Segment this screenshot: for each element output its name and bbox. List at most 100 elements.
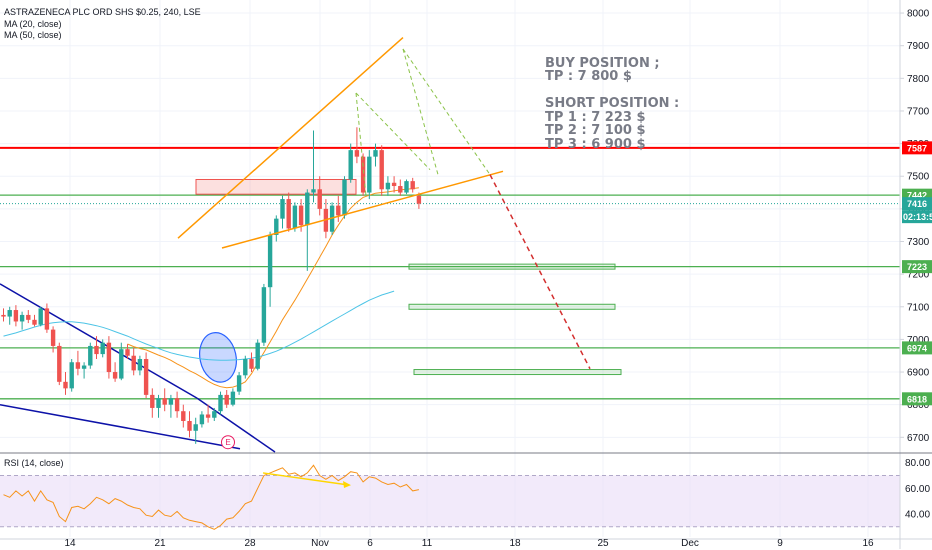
downtrend-line-lower [0, 403, 241, 450]
candle-body [81, 365, 87, 369]
time-tick-label: 16 [862, 538, 874, 549]
candles[interactable] [1, 127, 422, 444]
candle-body [13, 310, 19, 322]
candle-body [100, 342, 105, 355]
candle-body [32, 319, 37, 325]
ma50-line [3, 290, 395, 361]
price-tick-label: 7300 [907, 237, 930, 248]
candle-body [44, 308, 50, 330]
candle-body [410, 181, 415, 190]
projection-dashed-green [402, 48, 491, 175]
candle-body [261, 287, 267, 343]
candle-body [131, 355, 136, 371]
ma20-legend: MA (20, close) [4, 19, 62, 29]
candle-body [224, 394, 229, 405]
countdown-tag-label: 02:13:5 [903, 212, 932, 222]
target-zone [413, 369, 622, 376]
candle-body [57, 345, 62, 382]
symbol-title: ASTRAZENECA PLC ORD SHS $0.25, 240, LSE [4, 7, 201, 17]
level-tag [902, 141, 932, 155]
candle-body [292, 205, 298, 229]
candle-body [280, 199, 285, 219]
moving-averages [3, 187, 419, 389]
horizontal-levels[interactable] [0, 146, 900, 400]
candle-body [156, 398, 161, 408]
wedge-upper-line [177, 36, 404, 239]
candle-body [88, 345, 93, 366]
wedge-lower-line [221, 170, 504, 249]
drawings-front[interactable]: E [177, 36, 591, 450]
downtrend-line-upper [0, 283, 198, 399]
time-tick-label: 18 [509, 538, 521, 549]
level-tag-label: 6818 [907, 394, 927, 404]
level-tag [902, 341, 932, 355]
candle-body [162, 398, 167, 405]
rsi-band [0, 475, 900, 527]
candle-body [398, 186, 403, 193]
time-tick-label: 11 [422, 538, 433, 549]
candle-body [404, 181, 409, 193]
candle-body [75, 362, 81, 369]
buy-tp: TP : 7 800 $ [545, 69, 632, 84]
rsi-pane [0, 464, 900, 530]
time-tick-label: Dec [681, 538, 699, 549]
time-tick-label: 14 [64, 538, 76, 549]
candle-body [106, 342, 112, 373]
candle-body [112, 372, 118, 379]
candle-body [243, 358, 248, 376]
price-tick-label: 7100 [907, 302, 930, 313]
candle-body [137, 358, 143, 371]
candle-body [193, 424, 198, 431]
candle-body [267, 234, 273, 288]
price-tick-label: 8000 [907, 9, 930, 20]
candle-body [205, 414, 211, 418]
candle-body [311, 189, 316, 193]
candle-body [212, 411, 217, 418]
candle-body [391, 182, 397, 187]
rsi-divergence-arrow [262, 472, 346, 486]
level-tag-label: 7442 [907, 191, 927, 201]
candle-body [249, 358, 254, 369]
price-tick-label: 7800 [907, 74, 930, 85]
candle-body [379, 150, 384, 190]
level-tag-label: 7587 [907, 143, 927, 153]
price-tick-label: 7700 [907, 106, 930, 117]
candle-body [360, 156, 366, 193]
rsi-tick-label: 40.00 [905, 509, 930, 520]
candle-body [354, 150, 360, 157]
price-tick-label: 6700 [907, 433, 930, 444]
ma50-legend: MA (50, close) [4, 30, 62, 40]
candle-body [274, 218, 279, 235]
candle-body [174, 398, 180, 412]
candle-body [373, 150, 378, 157]
candle-body [69, 362, 74, 389]
candle-body [317, 189, 322, 209]
short-tp2: TP 2 : 7 100 $ [545, 123, 646, 138]
candle-body [168, 398, 174, 405]
time-tick-label: Nov [311, 538, 329, 549]
level-tag-label: 6974 [907, 343, 927, 353]
candle-body [236, 375, 242, 392]
drawings[interactable] [0, 178, 622, 453]
candle-body [50, 329, 56, 346]
target-zone [408, 263, 616, 270]
earnings-marker-label: E [225, 438, 230, 447]
candle-body [348, 150, 353, 180]
candle-body [199, 414, 205, 425]
candle-body [150, 394, 155, 408]
projection-dashed-green [402, 48, 439, 175]
time-tick-label: 6 [367, 538, 373, 549]
rsi-tick-label: 80.00 [905, 458, 930, 469]
supply-zone [195, 178, 357, 195]
candle-body [187, 420, 192, 431]
buy-title: BUY POSITION ; [545, 56, 660, 71]
candle-body [19, 314, 25, 322]
price-tick-label: 7900 [907, 41, 930, 52]
level-tag [902, 260, 932, 274]
time-tick-label: 9 [777, 538, 783, 549]
grid [0, 0, 900, 537]
candle-body [125, 349, 130, 356]
candle-body [119, 349, 124, 379]
level-tag [902, 392, 932, 406]
